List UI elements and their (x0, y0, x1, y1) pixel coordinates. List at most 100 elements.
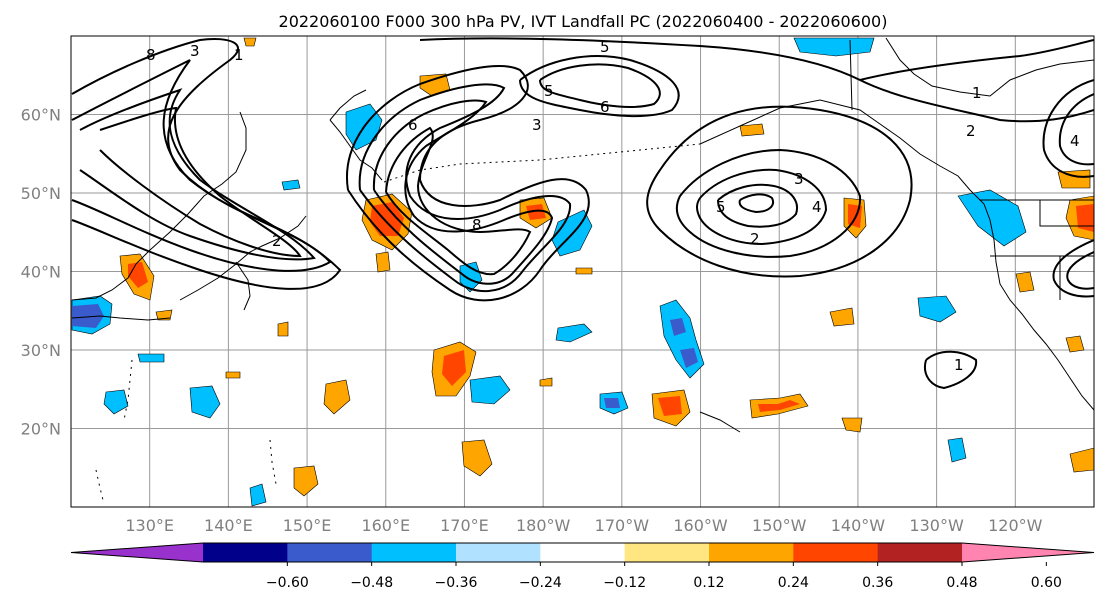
colorbar-segment (624, 543, 710, 562)
lat-tick-label: 40°N (21, 263, 61, 282)
pv-contour-label: 8 (146, 46, 156, 64)
lon-tick-label: 140°W (831, 516, 886, 535)
colorbar-extend-high (962, 543, 1094, 562)
ivt-patch (469, 375, 511, 405)
pv-contour-label: 2 (272, 232, 282, 250)
colorbar-segments (70, 542, 1095, 563)
pv-contour (696, 168, 828, 246)
colorbar-segment (793, 543, 879, 562)
colorbar-segment (877, 543, 963, 562)
lat-tick-label: 30°N (21, 341, 61, 360)
pv-contour-label: 1 (234, 46, 244, 64)
lon-tick-label: 130°E (125, 516, 174, 535)
colorbar-tick-label: 0.36 (862, 575, 893, 591)
pv-contour (539, 63, 661, 108)
pv-contours (71, 37, 1094, 390)
coastlines (71, 37, 1094, 505)
ivt-patch (758, 400, 800, 412)
coastline-kamchatka (329, 89, 383, 181)
map-panel: 1 1 1 2 2 2 3 3 3 4 4 5 5 5 6 6 8 8 (70, 35, 1095, 508)
ivt-patch (459, 261, 483, 293)
map-frame (70, 35, 1095, 508)
ivt-patch (1015, 271, 1035, 293)
ivt-patch (1076, 204, 1094, 232)
pv-contour (345, 64, 590, 302)
chart-title: 2022060100 F000 300 hPa PV, IVT Landfall… (279, 12, 888, 31)
ivt-patch (555, 323, 593, 343)
colorbar-tick-label: −0.36 (435, 575, 478, 591)
ivt-patch (841, 417, 863, 433)
ivt-patch (137, 353, 165, 363)
pv-contour-label: 4 (1070, 132, 1080, 150)
pv-contour-label: 1 (954, 356, 964, 374)
pv-contour (738, 193, 774, 214)
ivt-patch (323, 379, 351, 415)
pv-contour (1058, 93, 1094, 166)
colorbar-tick-label: −0.60 (266, 575, 309, 591)
ivt-patch (947, 437, 967, 463)
pv-contour (99, 106, 302, 258)
colorbar-tick-label: −0.12 (603, 575, 646, 591)
islands-hawaii (699, 411, 741, 433)
pv-contour (675, 148, 862, 258)
pv-contour (385, 126, 532, 276)
colorbar-segment (540, 543, 626, 562)
pv-contour (1042, 79, 1094, 178)
ivt-patch (539, 377, 553, 387)
lon-tick-label: 160°W (673, 516, 728, 535)
colorbar-extend-low (71, 543, 203, 562)
pv-contour-label: 2 (966, 122, 976, 140)
pv-contour (717, 183, 798, 228)
ivt-patch (793, 37, 875, 57)
colorbar-tick-label: −0.48 (350, 575, 393, 591)
ivt-patch (917, 295, 957, 323)
lat-tick-label: 20°N (21, 420, 61, 439)
ivt-patch (277, 321, 289, 337)
ivt-patch (461, 439, 493, 477)
pv-contour-label: 3 (190, 42, 200, 60)
ivt-patch (604, 398, 620, 408)
lat-tick-label: 60°N (21, 106, 61, 125)
ivt-patch (680, 348, 698, 368)
lon-tick-labels: 130°E 140°E 150°E 160°E 170°E 180°W 170°W 160°W… (125, 516, 1042, 535)
pv-contour-label: 3 (532, 116, 542, 134)
lon-tick-label: 140°E (204, 516, 253, 535)
pv-contour (646, 105, 913, 278)
ivt-patch (575, 267, 593, 275)
ivt-patch (670, 318, 686, 336)
lon-tick-label: 170°W (595, 516, 650, 535)
pv-contour-label: 6 (600, 98, 610, 116)
lon-tick-label: 120°W (988, 516, 1043, 535)
colorbar-tick-label: 0.24 (778, 575, 809, 591)
pv-contour-label: 5 (600, 38, 610, 56)
pv-contour-labels: 1 1 1 2 2 2 3 3 3 4 4 5 5 5 6 6 8 8 (146, 38, 1080, 374)
pv-contour (519, 55, 680, 118)
ivt-patch (72, 304, 104, 328)
ivt-patch (281, 179, 301, 191)
pv-contour (79, 88, 316, 261)
ivt-patch (155, 309, 173, 321)
coastline-japan (179, 215, 307, 311)
pv-contour (1052, 239, 1094, 298)
pv-contour (924, 350, 978, 390)
border-us-canada (980, 199, 1094, 300)
colorbar-segment (287, 543, 373, 562)
colorbar-segment (203, 543, 288, 562)
coastline-aleutians (383, 143, 701, 183)
colorbar-segment (456, 543, 541, 562)
islands-west-pacific (95, 359, 277, 505)
pv-contour (372, 99, 554, 285)
pv-contour-label: 4 (812, 198, 822, 216)
pv-contour (71, 59, 332, 272)
coastline-north-america (969, 189, 1094, 411)
pv-contour-label: 6 (408, 116, 418, 134)
ivt-patch (370, 202, 404, 236)
ivt-patch (225, 371, 241, 379)
pv-contour (859, 39, 1094, 81)
lon-tick-label: 160°E (361, 516, 410, 535)
pv-contour-label: 8 (472, 216, 482, 234)
lat-tick-label: 50°N (21, 184, 61, 203)
colorbar-outline (70, 542, 1095, 563)
pv-contour-label: 3 (794, 170, 804, 188)
colorbar-tick-label: 0.12 (693, 575, 724, 591)
